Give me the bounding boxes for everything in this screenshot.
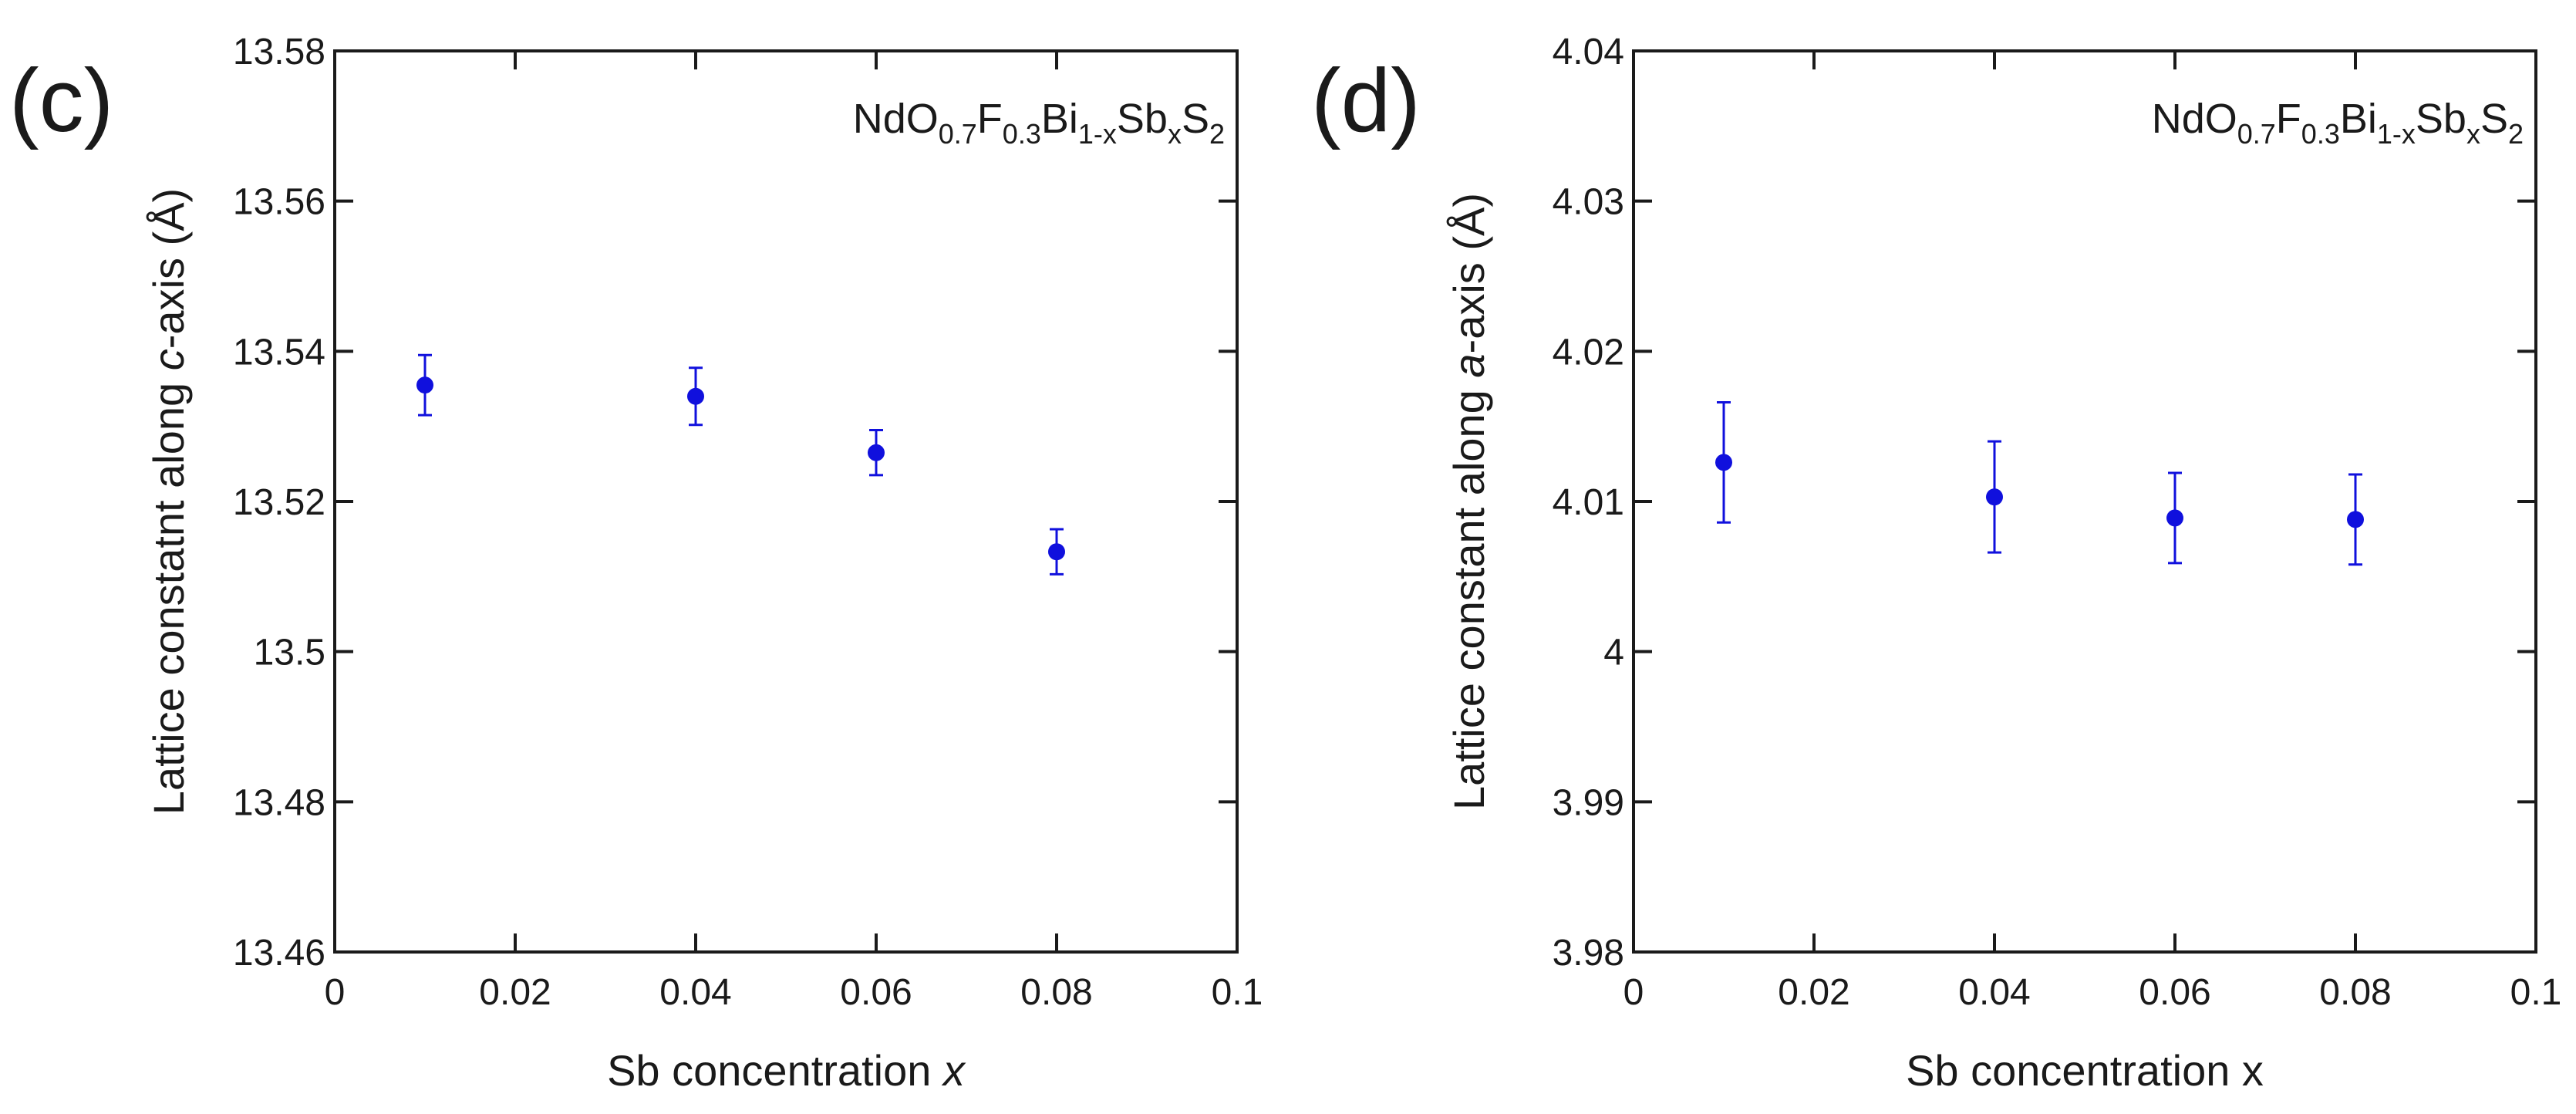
y-tick-label-d-6: 4.04 — [1553, 32, 1624, 73]
x-tick-label-d-1: 0.02 — [1778, 972, 1849, 1013]
data-point-c-0 — [416, 376, 433, 394]
y-tick-label-d-4: 4.02 — [1553, 332, 1624, 373]
x-tick-label-c-5: 0.1 — [1212, 972, 1263, 1013]
x-tick-label-c-1: 0.02 — [479, 972, 551, 1013]
data-point-d-3 — [2347, 511, 2364, 528]
data-point-c-1 — [687, 387, 704, 405]
y-tick-label-d-2: 4 — [1603, 633, 1624, 673]
x-tick-label-c-2: 0.04 — [659, 972, 731, 1013]
x-tick-label-c-4: 0.08 — [1020, 972, 1092, 1013]
y-tick-label-c-0: 13.46 — [233, 933, 325, 974]
y-axis-label-c: Lattice constatnt along c-axis (Å) — [144, 188, 193, 815]
y-tick-label-c-5: 13.56 — [233, 182, 325, 223]
data-point-d-0 — [1715, 454, 1732, 471]
formula-label-d: NdO0.7F0.3Bi1-xSbxS2 — [2152, 96, 2524, 150]
panel-label-c: (c) — [9, 50, 113, 150]
y-tick-label-c-6: 13.58 — [233, 32, 325, 73]
x-tick-label-d-3: 0.06 — [2139, 972, 2210, 1013]
y-axis-label-d: Lattice constant along a-axis (Å) — [1445, 193, 1493, 810]
chart-panel-c: (c) NdO0.7F0.3Bi1-xSbxS2 Sb concentratio… — [9, 32, 1263, 1095]
x-tick-label-c-0: 0 — [325, 972, 346, 1013]
x-tick-label-d-5: 0.1 — [2510, 972, 2562, 1013]
y-tick-label-c-2: 13.5 — [254, 633, 325, 673]
y-tick-label-c-4: 13.54 — [233, 332, 325, 373]
x-axis-label-c: Sb concentration x — [607, 1046, 966, 1095]
y-tick-label-d-0: 3.98 — [1553, 933, 1624, 974]
y-tick-label-d-3: 4.01 — [1553, 482, 1624, 523]
plot-frame-d — [1632, 49, 2537, 954]
data-point-c-3 — [1048, 543, 1065, 561]
y-tick-label-c-1: 13.48 — [233, 782, 325, 823]
x-tick-label-d-2: 0.04 — [1958, 972, 2030, 1013]
data-point-d-1 — [1986, 488, 2003, 506]
x-tick-label-c-3: 0.06 — [840, 972, 912, 1013]
panel-label-d: (d) — [1311, 50, 1421, 150]
x-axis-label-d: Sb concentration x — [1906, 1046, 2264, 1095]
y-tick-label-c-3: 13.52 — [233, 482, 325, 523]
chart-panel-d: (d) NdO0.7F0.3Bi1-xSbxS2 Sb concentratio… — [1311, 32, 2561, 1095]
data-point-d-2 — [2166, 509, 2183, 527]
x-tick-label-d-4: 0.08 — [2319, 972, 2391, 1013]
x-tick-label-d-0: 0 — [1623, 972, 1644, 1013]
formula-label-c: NdO0.7F0.3Bi1-xSbxS2 — [853, 96, 1225, 150]
plot-frame-c — [333, 49, 1239, 954]
y-tick-label-d-5: 4.03 — [1553, 182, 1624, 223]
data-point-c-2 — [868, 444, 885, 461]
y-tick-label-d-1: 3.99 — [1553, 782, 1624, 823]
